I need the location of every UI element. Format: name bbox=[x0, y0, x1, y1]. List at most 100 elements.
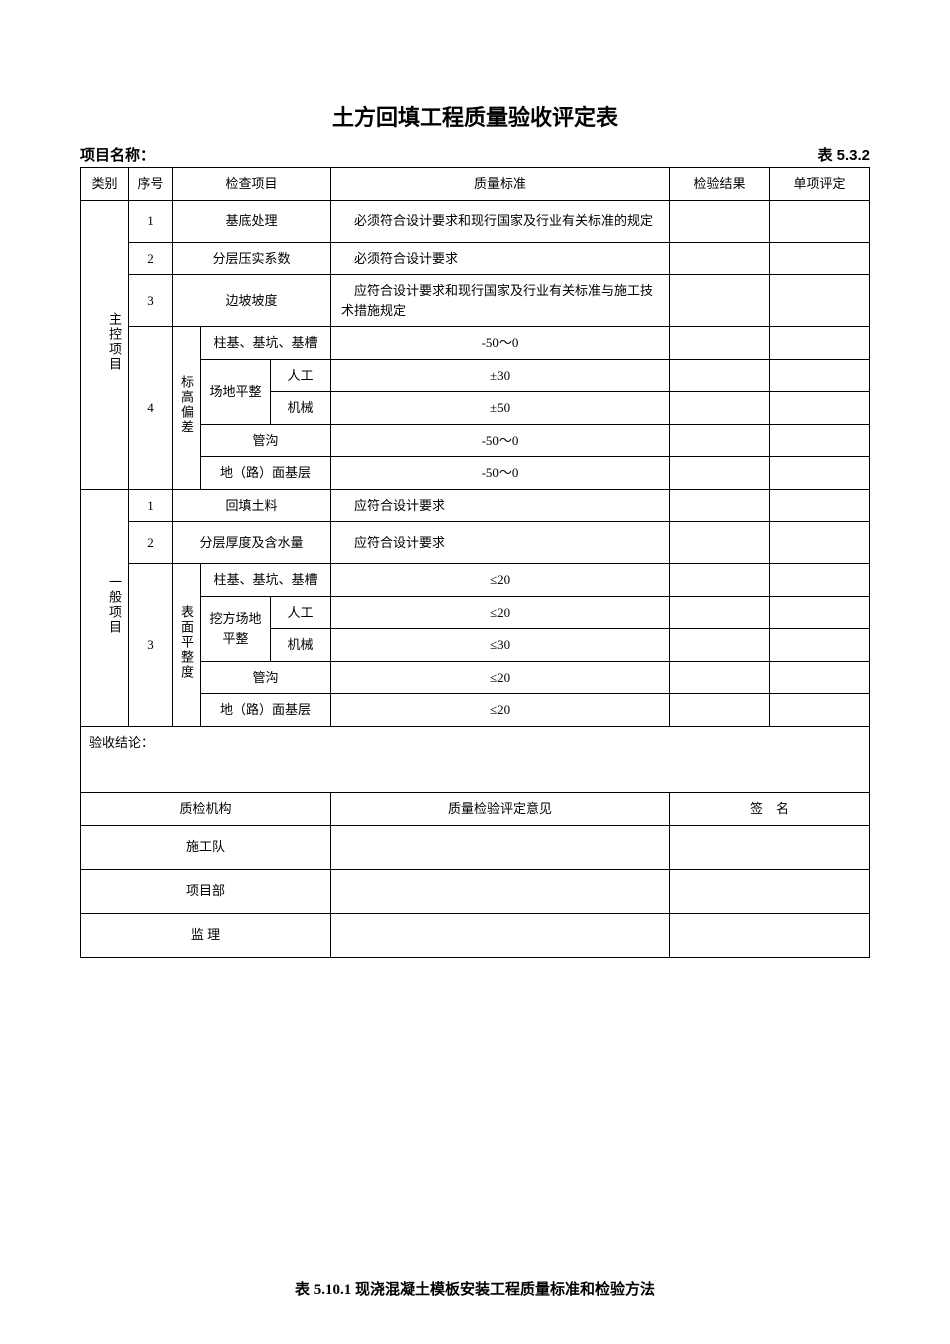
header-row: 项目名称： 表 5.3.2 bbox=[80, 144, 870, 165]
std-cell: ≤20 bbox=[331, 694, 670, 727]
subitem-cell: 场地平整 bbox=[201, 359, 271, 424]
result-cell bbox=[670, 661, 770, 694]
col-category: 类别 bbox=[81, 168, 129, 201]
seq-cell: 1 bbox=[129, 200, 173, 242]
std-cell: 必须符合设计要求 bbox=[331, 242, 670, 275]
org-header-row: 质检机构 质量检验评定意见 签 名 bbox=[81, 793, 870, 826]
eval-cell bbox=[770, 275, 870, 327]
subitem-cell: 机械 bbox=[271, 629, 331, 662]
seq-cell: 3 bbox=[129, 275, 173, 327]
result-cell bbox=[670, 424, 770, 457]
sign-cell bbox=[670, 913, 870, 957]
conclusion-row: 验收结论： bbox=[81, 726, 870, 793]
std-cell: ≤20 bbox=[331, 596, 670, 629]
table-row: 2 分层压实系数 必须符合设计要求 bbox=[81, 242, 870, 275]
item-cell: 管沟 bbox=[201, 661, 331, 694]
org-header: 质检机构 bbox=[81, 793, 331, 826]
eval-cell bbox=[770, 661, 870, 694]
std-cell: 应符合设计要求 bbox=[331, 522, 670, 564]
seq-cell: 2 bbox=[129, 242, 173, 275]
table-header-row: 类别 序号 检查项目 质量标准 检验结果 单项评定 bbox=[81, 168, 870, 201]
seq-cell: 2 bbox=[129, 522, 173, 564]
item-cell: 地（路）面基层 bbox=[201, 694, 331, 727]
std-cell: -50～0 bbox=[331, 327, 670, 360]
group-label: 标高偏差 bbox=[173, 327, 201, 490]
sign-header: 签 名 bbox=[670, 793, 870, 826]
category-main: 主控项目 bbox=[81, 200, 129, 489]
result-cell bbox=[670, 242, 770, 275]
std-cell: ±50 bbox=[331, 392, 670, 425]
eval-cell bbox=[770, 522, 870, 564]
org-label: 施工队 bbox=[81, 825, 331, 869]
inspection-table: 类别 序号 检查项目 质量标准 检验结果 单项评定 主控项目 1 基底处理 必须… bbox=[80, 167, 870, 958]
eval-cell bbox=[770, 392, 870, 425]
item-cell: 回填土料 bbox=[173, 489, 331, 522]
std-cell: -50～0 bbox=[331, 424, 670, 457]
org-row: 监 理 bbox=[81, 913, 870, 957]
table-row: 主控项目 1 基底处理 必须符合设计要求和现行国家及行业有关标准的规定 bbox=[81, 200, 870, 242]
std-cell: ≤20 bbox=[331, 564, 670, 597]
sign-cell bbox=[670, 869, 870, 913]
subitem-cell: 机械 bbox=[271, 392, 331, 425]
eval-cell bbox=[770, 596, 870, 629]
eval-cell bbox=[770, 200, 870, 242]
item-cell: 地（路）面基层 bbox=[201, 457, 331, 490]
table-number: 表 5.3.2 bbox=[817, 144, 870, 165]
seq-cell: 3 bbox=[129, 564, 173, 727]
category-general: 一般项目 bbox=[81, 489, 129, 726]
eval-cell bbox=[770, 242, 870, 275]
result-cell bbox=[670, 275, 770, 327]
subitem-cell: 人工 bbox=[271, 359, 331, 392]
item-cell: 管沟 bbox=[201, 424, 331, 457]
std-cell: ≤20 bbox=[331, 661, 670, 694]
subitem-cell: 挖方场地平整 bbox=[201, 596, 271, 661]
result-cell bbox=[670, 629, 770, 662]
org-row: 项目部 bbox=[81, 869, 870, 913]
table-row: 2 分层厚度及含水量 应符合设计要求 bbox=[81, 522, 870, 564]
result-cell bbox=[670, 564, 770, 597]
org-label: 项目部 bbox=[81, 869, 331, 913]
eval-cell bbox=[770, 359, 870, 392]
result-cell bbox=[670, 489, 770, 522]
col-eval: 单项评定 bbox=[770, 168, 870, 201]
std-cell: -50～0 bbox=[331, 457, 670, 490]
result-cell bbox=[670, 522, 770, 564]
std-cell: 应符合设计要求 bbox=[331, 489, 670, 522]
item-cell: 分层厚度及含水量 bbox=[173, 522, 331, 564]
eval-cell bbox=[770, 327, 870, 360]
seq-cell: 4 bbox=[129, 327, 173, 490]
result-cell bbox=[670, 200, 770, 242]
item-cell: 柱基、基坑、基槽 bbox=[201, 327, 331, 360]
result-cell bbox=[670, 359, 770, 392]
seq-cell: 1 bbox=[129, 489, 173, 522]
col-seq: 序号 bbox=[129, 168, 173, 201]
opinion-cell bbox=[331, 913, 670, 957]
subitem-cell: 人工 bbox=[271, 596, 331, 629]
table-row: 一般项目 1 回填土料 应符合设计要求 bbox=[81, 489, 870, 522]
std-cell: 应符合设计要求和现行国家及行业有关标准与施工技术措施规定 bbox=[331, 275, 670, 327]
org-label: 监 理 bbox=[81, 913, 331, 957]
item-cell: 边坡坡度 bbox=[173, 275, 331, 327]
project-name-label: 项目名称： bbox=[80, 144, 155, 165]
col-result: 检验结果 bbox=[670, 168, 770, 201]
item-cell: 基底处理 bbox=[173, 200, 331, 242]
org-row: 施工队 bbox=[81, 825, 870, 869]
result-cell bbox=[670, 694, 770, 727]
footer-title: 表 5.10.1 现浇混凝土模板安装工程质量标准和检验方法 bbox=[80, 1278, 870, 1299]
col-check-item: 检查项目 bbox=[173, 168, 331, 201]
col-standard: 质量标准 bbox=[331, 168, 670, 201]
eval-cell bbox=[770, 424, 870, 457]
std-cell: 必须符合设计要求和现行国家及行业有关标准的规定 bbox=[331, 200, 670, 242]
result-cell bbox=[670, 392, 770, 425]
table-row: 3 边坡坡度 应符合设计要求和现行国家及行业有关标准与施工技术措施规定 bbox=[81, 275, 870, 327]
result-cell bbox=[670, 596, 770, 629]
item-cell: 柱基、基坑、基槽 bbox=[201, 564, 331, 597]
std-cell: ≤30 bbox=[331, 629, 670, 662]
std-cell: ±30 bbox=[331, 359, 670, 392]
eval-cell bbox=[770, 629, 870, 662]
table-row: 3 表面平整度 柱基、基坑、基槽 ≤20 bbox=[81, 564, 870, 597]
eval-cell bbox=[770, 457, 870, 490]
item-cell: 分层压实系数 bbox=[173, 242, 331, 275]
opinion-cell bbox=[331, 869, 670, 913]
page-title: 土方回填工程质量验收评定表 bbox=[80, 100, 870, 132]
